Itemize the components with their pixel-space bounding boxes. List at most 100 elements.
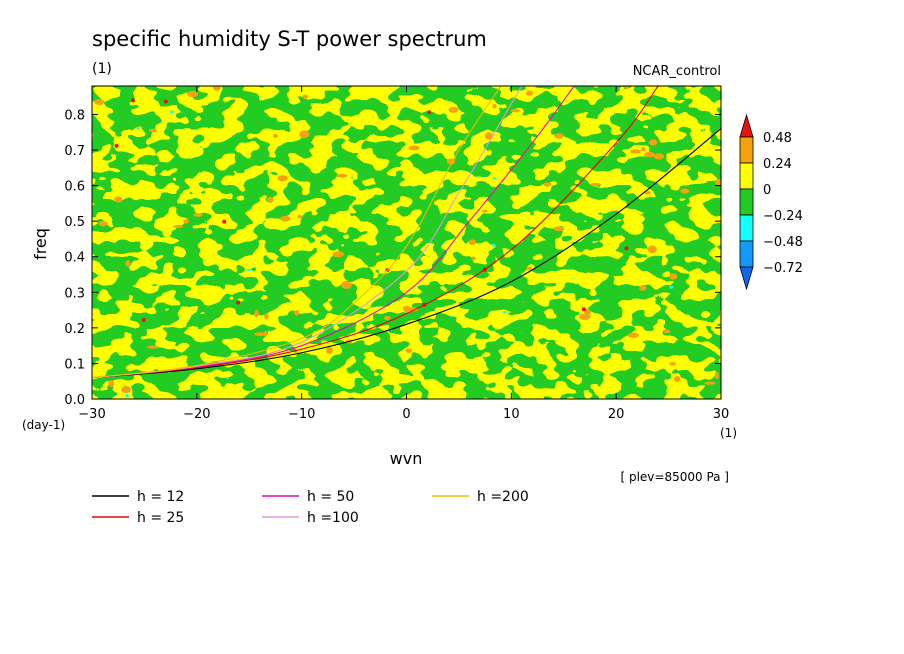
dispersion-curve — [92, 86, 575, 379]
heatmap-field — [92, 86, 721, 399]
legend-label: h = 50 — [307, 489, 354, 505]
y-axis-units: (day-1) — [22, 418, 65, 432]
x-tick-label: 10 — [503, 407, 520, 422]
positive-anomaly — [554, 133, 564, 139]
positive-anomaly — [254, 309, 259, 318]
positive-anomaly — [484, 132, 494, 140]
dispersion-curve — [92, 86, 659, 379]
positive-anomaly — [277, 175, 288, 182]
colorbar-label: −0.48 — [763, 235, 803, 250]
legend-label: h = 12 — [137, 489, 184, 505]
dispersion-curve — [92, 86, 523, 379]
positive-anomaly — [383, 315, 391, 321]
strong-positive-anomaly — [131, 98, 136, 103]
positive-anomaly — [336, 173, 348, 178]
positive-anomaly — [272, 133, 278, 138]
legend-label: h =100 — [307, 510, 359, 526]
positive-anomaly — [680, 188, 690, 194]
positive-anomaly — [627, 332, 639, 338]
positive-anomaly — [647, 245, 657, 254]
colorbar-label: 0 — [763, 183, 771, 198]
positive-anomaly — [146, 345, 159, 349]
positive-anomaly — [590, 182, 601, 187]
strong-positive-anomaly — [581, 307, 586, 312]
positive-anomaly — [492, 104, 497, 109]
positive-anomaly — [148, 128, 158, 133]
positive-anomaly — [714, 372, 719, 379]
positive-anomaly — [643, 151, 656, 158]
colorbar-segment — [739, 214, 754, 242]
level-note: [ plev=85000 Pa ] — [620, 470, 729, 484]
x-tick-label: −20 — [183, 407, 210, 422]
x-axis-label: wvn — [390, 449, 423, 468]
colorbar-label: −0.72 — [763, 261, 803, 276]
positive-anomaly — [212, 86, 221, 91]
positive-anomaly — [114, 196, 123, 203]
positive-anomaly — [294, 310, 300, 316]
y-tick-label: 0.0 — [64, 393, 85, 408]
strong-positive-anomaly — [163, 99, 168, 104]
positive-anomaly — [526, 266, 533, 271]
strong-positive-anomaly — [141, 317, 146, 322]
subtitle-right: NCAR_control — [633, 64, 721, 79]
positive-anomaly — [264, 313, 269, 320]
positive-anomaly — [193, 213, 203, 217]
colorbar-segment — [739, 240, 754, 268]
curve-legend: h = 12 h = 25 h = 50 h =100 h =200 — [92, 489, 529, 526]
positive-anomaly — [669, 362, 677, 366]
colorbar-label: 0.24 — [763, 157, 792, 172]
positive-anomaly — [525, 90, 534, 96]
hot-spots — [94, 86, 721, 394]
colorbar-label: −0.24 — [763, 209, 803, 224]
positive-anomaly — [408, 145, 420, 151]
strong-positive-anomaly — [624, 246, 629, 251]
positive-anomaly — [263, 330, 268, 337]
positive-anomaly — [510, 108, 521, 113]
positive-anomaly — [468, 239, 476, 246]
positive-anomaly — [669, 273, 678, 280]
positive-anomaly — [553, 226, 565, 232]
y-axis: 0.0 0.1 0.2 0.3 0.4 0.5 0.6 0.7 0.8 — [64, 108, 721, 408]
positive-anomaly — [94, 99, 105, 105]
positive-anomaly — [663, 329, 671, 334]
positive-anomaly — [471, 256, 476, 261]
strong-positive-anomaly — [236, 300, 241, 305]
dispersion-curve — [92, 128, 721, 379]
dispersion-curves — [92, 86, 721, 379]
positive-anomaly — [624, 86, 630, 90]
positive-anomaly — [108, 379, 115, 387]
y-axis-label: freq — [31, 228, 50, 260]
y-tick-label: 0.6 — [64, 180, 85, 195]
positive-anomaly — [408, 307, 419, 312]
y-tick-label: 0.1 — [64, 357, 85, 372]
colorbar-segment — [739, 162, 754, 190]
y-tick-label: 0.3 — [64, 286, 85, 301]
positive-anomaly — [125, 260, 131, 267]
subtitle-left: (1) — [92, 61, 112, 77]
colorbar-top-arrow — [739, 113, 754, 138]
positive-anomaly — [673, 375, 681, 382]
positive-anomaly — [302, 94, 309, 99]
positive-anomaly — [98, 221, 108, 227]
positive-anomaly — [448, 106, 459, 113]
positive-anomaly — [183, 219, 190, 224]
x-tick-label: 20 — [608, 407, 625, 422]
strong-positive-anomaly — [427, 110, 432, 115]
x-axis: −30 −20 −10 0 10 20 30 — [78, 86, 729, 422]
positive-anomaly — [326, 346, 333, 355]
y-tick-label: 0.5 — [64, 215, 85, 230]
positive-anomaly — [714, 178, 721, 186]
colorbar-segment — [739, 136, 754, 164]
positive-anomaly — [640, 146, 646, 152]
colorbar-bottom-arrow — [739, 266, 754, 291]
colorbar: 0.48 0.24 0 −0.24 −0.48 −0.72 — [739, 113, 803, 291]
legend-label: h = 25 — [137, 510, 184, 526]
x-tick-label: 0 — [402, 407, 410, 422]
positive-anomaly — [649, 139, 658, 146]
y-tick-label: 0.8 — [64, 108, 85, 123]
positive-anomaly — [405, 348, 412, 353]
x-tick-label: −30 — [78, 407, 105, 422]
positive-anomaly — [332, 251, 344, 258]
positive-anomaly — [121, 385, 131, 394]
